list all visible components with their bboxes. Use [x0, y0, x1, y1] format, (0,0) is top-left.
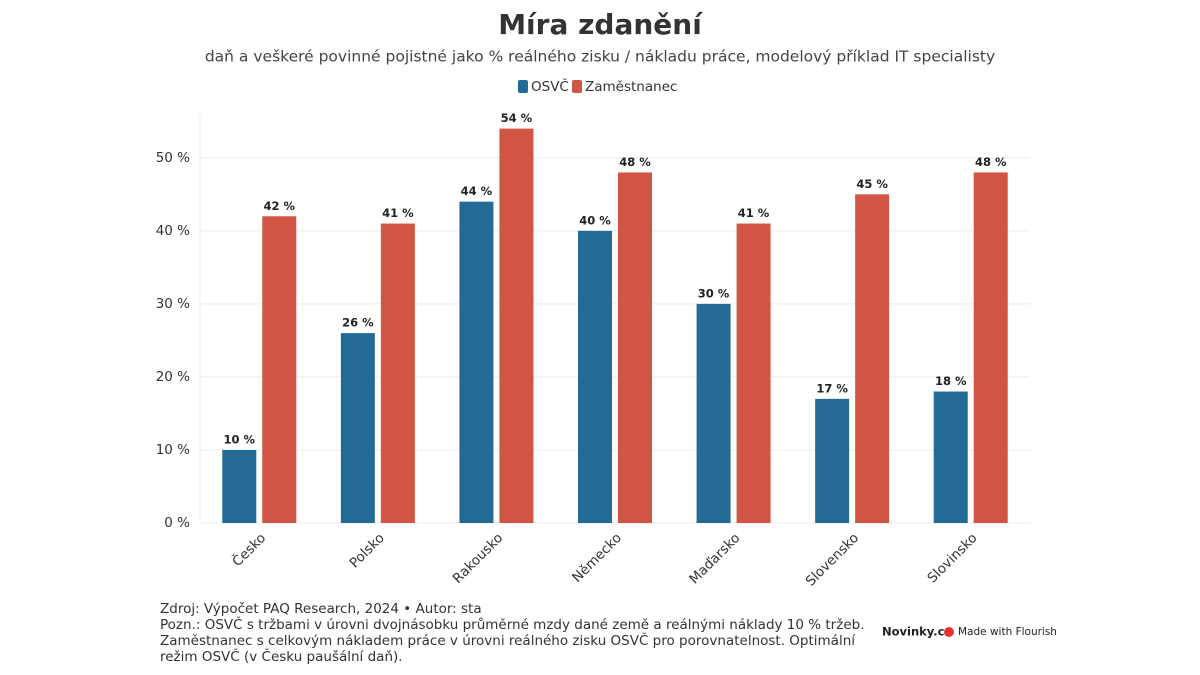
bar: [459, 201, 494, 523]
value-label: 42 %: [264, 199, 296, 213]
value-label: 41 %: [738, 206, 770, 220]
y-tick-label: 0 %: [164, 515, 190, 531]
y-tick-label: 50 %: [156, 150, 190, 166]
value-label: 45 %: [856, 177, 888, 191]
bar: [499, 128, 534, 523]
x-tick-label: Česko: [228, 529, 269, 570]
value-label: 18 %: [935, 374, 967, 388]
legend-swatch: [572, 80, 582, 93]
x-tick-label: Německo: [569, 530, 625, 586]
footer: Zdroj: Výpočet PAQ Research, 2024 • Auto…: [160, 601, 882, 665]
bar: [578, 230, 612, 523]
value-label: 40 %: [579, 213, 611, 227]
x-tick-label: Polsko: [347, 530, 388, 571]
note: Pozn.: OSVČ s tržbami v úrovni dvojnásob…: [160, 617, 865, 665]
value-label: 48 %: [619, 155, 651, 169]
y-tick-label: 20 %: [156, 369, 190, 385]
legend-label: Zaměstnanec: [585, 79, 677, 95]
value-label: 30 %: [698, 286, 730, 300]
x-tick-label: Slovensko: [803, 530, 862, 589]
bar: [340, 333, 375, 523]
bar: [222, 449, 257, 523]
publisher: Novinky.cz: [882, 625, 951, 639]
value-label: 54 %: [501, 111, 533, 125]
y-tick-label: 40 %: [156, 223, 190, 239]
value-label: 26 %: [342, 316, 374, 330]
bar: [933, 391, 968, 523]
value-label: 48 %: [975, 155, 1007, 169]
bar: [855, 194, 890, 523]
chart-title: Míra zdanění: [498, 8, 703, 41]
value-label: 17 %: [816, 381, 848, 395]
y-tick-label: 10 %: [156, 442, 190, 458]
source: Zdroj: Výpočet PAQ Research, 2024 • Auto…: [160, 601, 482, 617]
bar: [262, 216, 297, 523]
x-tick-label: Slovinsko: [924, 530, 980, 586]
bar: [973, 172, 1008, 523]
bar: [380, 223, 415, 523]
credit: Made with Flourish: [958, 626, 1057, 638]
flourish-icon: [944, 627, 954, 637]
value-label: 44 %: [461, 184, 493, 198]
chart-subtitle: daň a veškeré povinné pojistné jako % re…: [205, 48, 995, 66]
bar: [815, 398, 850, 523]
legend-label: OSVČ: [531, 77, 569, 95]
x-tick-label: Rakousko: [450, 530, 507, 587]
legend-swatch: [518, 80, 528, 93]
bar: [618, 172, 652, 523]
value-label: 10 %: [224, 432, 256, 446]
bar: [696, 303, 731, 523]
x-tick-label: Maďarsko: [686, 530, 743, 587]
value-label: 41 %: [382, 206, 414, 220]
bar: [736, 223, 771, 523]
y-tick-label: 30 %: [156, 296, 190, 312]
